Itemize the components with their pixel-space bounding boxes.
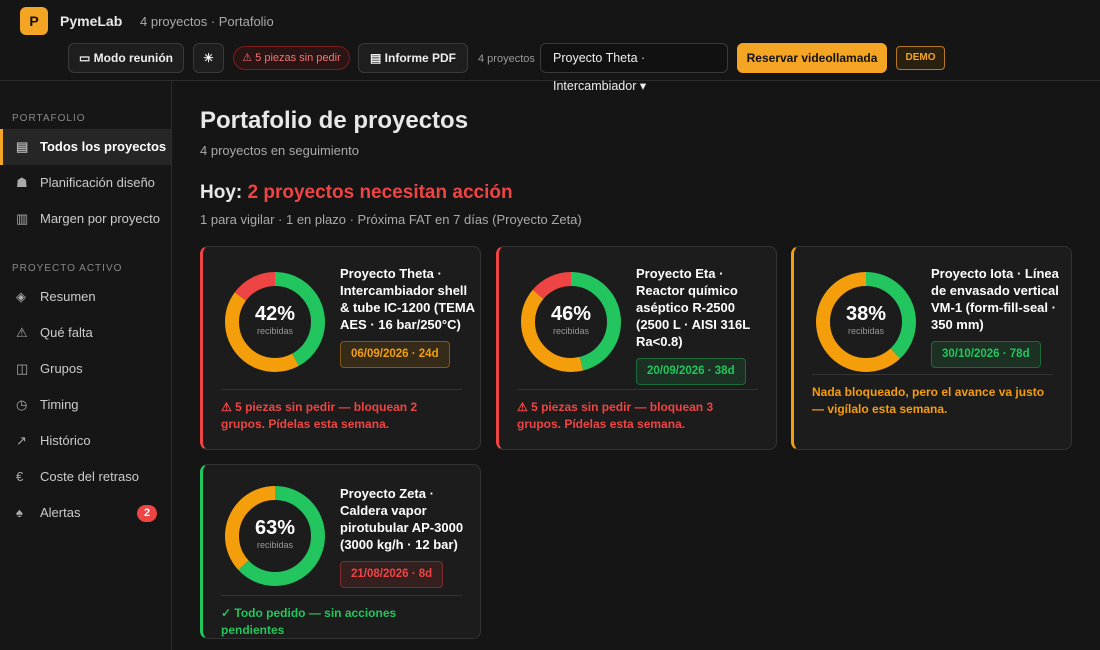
donut-caption: recibidas xyxy=(848,326,885,336)
project-card[interactable]: 46% recibidas Proyecto Eta · Reactor quími… xyxy=(496,246,777,450)
brand[interactable]: PymeLab xyxy=(60,13,123,29)
project-title: Proyecto Theta · Intercambiador shell & … xyxy=(340,266,475,332)
divider xyxy=(221,595,462,596)
divider xyxy=(517,389,758,390)
meeting-button[interactable]: ▭ Modo reunión xyxy=(68,43,184,73)
label: Alertas xyxy=(40,505,81,520)
label: Coste del retraso xyxy=(40,469,139,484)
label: Resumen xyxy=(40,289,96,304)
donut-percent: 63% xyxy=(255,517,295,539)
pdf-button[interactable]: ▤ Informe PDF xyxy=(358,43,468,73)
donut: 46%recibidas xyxy=(521,272,621,372)
nav-item[interactable]: ⚠ Qué falta xyxy=(16,325,93,340)
alert-badge: 2 xyxy=(137,505,157,522)
due-date: 21/08/2026 · 8d xyxy=(340,561,444,588)
project-title: Proyecto Zeta · Caldera vapor pirotubula… xyxy=(340,486,464,552)
donut-segment xyxy=(225,272,325,372)
donut-segment xyxy=(225,272,325,372)
today-highlight: 2 proyectos necesitan acción xyxy=(247,182,513,203)
section-title: PROYECTO ACTIVO xyxy=(12,263,123,274)
label: Proyecto Theta · Intercambiador xyxy=(553,51,646,93)
donut-segment xyxy=(816,272,916,372)
divider xyxy=(812,374,1053,375)
card-note: ✓ Todo pedido — sin acciones pendientes xyxy=(221,606,397,637)
today-heading: Hoy: 2 proyectos necesitan acción xyxy=(200,182,1080,204)
nav-item[interactable]: ↗ Histórico xyxy=(16,433,91,448)
nav-item[interactable]: ♠ Alertas 2 xyxy=(0,495,171,531)
donut-segment xyxy=(521,272,621,372)
donut-caption: recibidas xyxy=(257,326,294,336)
project-title: Proyecto Eta · Reactor químico aséptico … xyxy=(636,266,750,349)
project-card[interactable]: 42% recibidas Proyecto Theta · Intercambia… xyxy=(200,246,481,450)
card-note: Nada bloqueado, pero el avance va justo … xyxy=(812,385,1045,416)
nav-item[interactable]: ◷ Timing xyxy=(16,397,79,412)
label: Planificación diseño xyxy=(40,175,155,190)
alert-pill[interactable]: ⚠ 5 piezas sin pedir xyxy=(233,46,350,70)
donut-caption: recibidas xyxy=(553,326,590,336)
label: Histórico xyxy=(40,433,91,448)
label: Grupos xyxy=(40,361,83,376)
donut: 42%recibidas xyxy=(225,272,325,372)
card-text: Proyecto Theta · Intercambiador shell & … xyxy=(340,265,475,368)
label: Timing xyxy=(40,397,79,412)
label: Qué falta xyxy=(40,325,93,340)
logo[interactable]: P xyxy=(20,7,48,35)
card-text: Proyecto Zeta · Caldera vapor pirotubula… xyxy=(340,485,475,588)
breadcrumb: 4 proyectos · Portafolio xyxy=(140,14,274,29)
donut-caption: recibidas xyxy=(257,540,294,550)
card-text: Proyecto Iota · Línea de envasado vertic… xyxy=(931,265,1066,368)
label: Todos los proyectos xyxy=(40,139,167,154)
due-date: 30/10/2026 · 78d xyxy=(931,341,1041,368)
demo-badge: DEMO xyxy=(896,46,945,70)
label: Informe PDF xyxy=(384,51,456,65)
project-card[interactable]: 38% recibidas Proyecto Iota · Línea de env… xyxy=(791,246,1072,450)
project-count: 4 proyectos xyxy=(478,53,535,65)
theme-button[interactable]: ☀ xyxy=(193,43,224,73)
page-subtitle: 4 proyectos en seguimiento xyxy=(200,143,359,158)
page-title: Portafolio de proyectos xyxy=(200,107,469,134)
donut-segment xyxy=(521,272,621,372)
nav-item[interactable]: ▥ Margen por proyecto xyxy=(16,211,160,226)
card-text: Proyecto Eta · Reactor químico aséptico … xyxy=(636,265,771,385)
today-prefix: Hoy: xyxy=(200,182,243,203)
donut-segment xyxy=(225,486,325,586)
nav-item[interactable]: € Coste del retraso xyxy=(16,469,139,484)
book-button[interactable]: Reservar videollamada xyxy=(737,43,887,73)
sidebar: PORTAFOLIO ▤ Todos los proyectos ☗ Planifi… xyxy=(0,81,172,650)
nav-item[interactable]: ☗ Planificación diseño xyxy=(16,175,155,190)
nav-item[interactable]: ▤ Todos los proyectos xyxy=(0,129,171,165)
due-date: 20/09/2026 · 38d xyxy=(636,358,746,385)
project-card[interactable]: 63% recibidas Proyecto Zeta · Caldera vapo… xyxy=(200,464,481,639)
donut: 63%recibidas xyxy=(225,486,325,586)
label: Modo reunión xyxy=(93,51,173,65)
section-title: PORTAFOLIO xyxy=(12,113,86,124)
label: Margen por proyecto xyxy=(40,211,160,226)
donut-percent: 38% xyxy=(846,303,886,325)
summary: 1 para vigilar · 1 en plazo · Próxima FA… xyxy=(200,212,582,227)
main: Portafolio de proyectos 4 proyectos en s… xyxy=(200,81,1080,639)
project-title: Proyecto Iota · Línea de envasado vertic… xyxy=(931,266,1059,332)
nav-item[interactable]: ◫ Grupos xyxy=(16,361,83,376)
due-date: 06/09/2026 · 24d xyxy=(340,341,450,368)
donut-percent: 42% xyxy=(255,303,295,325)
donut-percent: 46% xyxy=(551,303,591,325)
card-note: ⚠ 5 piezas sin pedir — bloquean 2 grupos… xyxy=(221,400,418,431)
donut: 38%recibidas xyxy=(816,272,916,372)
top-bar: P PymeLab 4 proyectos · Portafolio ▭ Mod… xyxy=(0,0,1100,93)
project-select[interactable]: Proyecto Theta · Intercambiador ▾ xyxy=(540,43,728,93)
divider xyxy=(221,389,462,390)
card-note: ⚠ 5 piezas sin pedir — bloquean 3 grupos… xyxy=(517,400,714,431)
nav-item[interactable]: ◈ Resumen xyxy=(16,289,96,304)
